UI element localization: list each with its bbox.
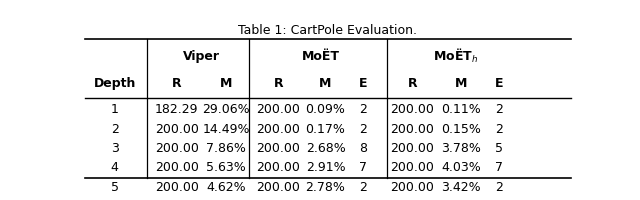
Text: 2: 2 — [495, 181, 503, 194]
Text: 7.86%: 7.86% — [206, 142, 246, 155]
Text: 7: 7 — [495, 161, 503, 174]
Text: 3.42%: 3.42% — [441, 181, 481, 194]
Text: MoËT$_h$: MoËT$_h$ — [433, 47, 478, 65]
Text: Table 1: CartPole Evaluation.: Table 1: CartPole Evaluation. — [239, 24, 417, 37]
Text: 29.06%: 29.06% — [202, 103, 250, 116]
Text: 200.00: 200.00 — [257, 181, 300, 194]
Text: 2.78%: 2.78% — [305, 181, 346, 194]
Text: 200.00: 200.00 — [390, 103, 435, 116]
Text: R: R — [273, 77, 284, 90]
Text: M: M — [319, 77, 332, 90]
Text: 200.00: 200.00 — [390, 161, 435, 174]
Text: Depth: Depth — [93, 77, 136, 90]
Text: 2: 2 — [359, 123, 367, 136]
Text: R: R — [172, 77, 182, 90]
Text: 2: 2 — [111, 123, 118, 136]
Text: 200.00: 200.00 — [257, 142, 300, 155]
Text: 200.00: 200.00 — [155, 161, 198, 174]
Text: R: R — [408, 77, 417, 90]
Text: 2: 2 — [495, 103, 503, 116]
Text: 2.68%: 2.68% — [306, 142, 346, 155]
Text: 200.00: 200.00 — [257, 123, 300, 136]
Text: E: E — [495, 77, 504, 90]
Text: 5.63%: 5.63% — [207, 161, 246, 174]
Text: 1: 1 — [111, 103, 118, 116]
Text: 0.17%: 0.17% — [305, 123, 346, 136]
Text: MoËT: MoËT — [301, 50, 340, 63]
Text: M: M — [220, 77, 232, 90]
Text: 8: 8 — [358, 142, 367, 155]
Text: 4.62%: 4.62% — [207, 181, 246, 194]
Text: 200.00: 200.00 — [155, 142, 198, 155]
Text: 2.91%: 2.91% — [306, 161, 346, 174]
Text: 5: 5 — [111, 181, 119, 194]
Text: M: M — [455, 77, 467, 90]
Text: 4.03%: 4.03% — [441, 161, 481, 174]
Text: 0.11%: 0.11% — [441, 103, 481, 116]
Text: 4: 4 — [111, 161, 118, 174]
Text: 3: 3 — [111, 142, 118, 155]
Text: 200.00: 200.00 — [155, 181, 198, 194]
Text: 200.00: 200.00 — [257, 161, 300, 174]
Text: Viper: Viper — [183, 50, 220, 63]
Text: 182.29: 182.29 — [155, 103, 198, 116]
Text: 0.09%: 0.09% — [305, 103, 346, 116]
Text: 200.00: 200.00 — [155, 123, 198, 136]
Text: E: E — [358, 77, 367, 90]
Text: 0.15%: 0.15% — [441, 123, 481, 136]
Text: 200.00: 200.00 — [390, 123, 435, 136]
Text: 5: 5 — [495, 142, 503, 155]
Text: 200.00: 200.00 — [390, 142, 435, 155]
Text: 14.49%: 14.49% — [203, 123, 250, 136]
Text: 3.78%: 3.78% — [441, 142, 481, 155]
Text: 200.00: 200.00 — [390, 181, 435, 194]
Text: 7: 7 — [358, 161, 367, 174]
Text: 2: 2 — [359, 103, 367, 116]
Text: 200.00: 200.00 — [257, 103, 300, 116]
Text: 2: 2 — [359, 181, 367, 194]
Text: 2: 2 — [495, 123, 503, 136]
